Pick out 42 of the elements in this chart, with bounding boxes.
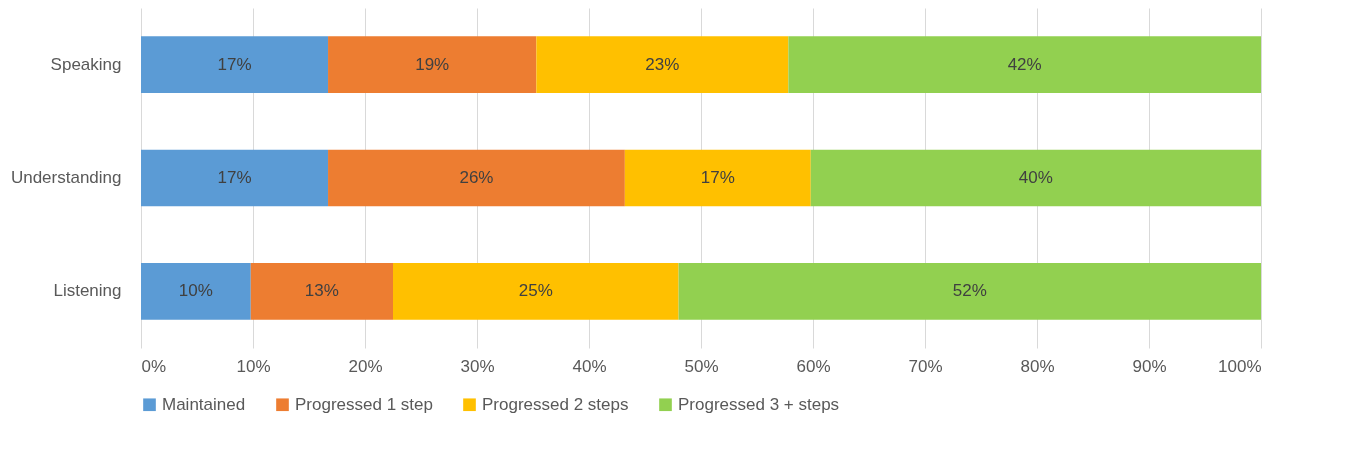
bar (141, 263, 251, 320)
data-label: 17% (217, 168, 252, 187)
bar (810, 149, 1261, 207)
data-label: 17% (217, 54, 252, 74)
data-label: 13% (304, 281, 339, 301)
x-tick-label: 70% (908, 356, 943, 376)
x-tick-label: 20% (348, 356, 383, 376)
y-tick-label: Speaking (50, 54, 122, 74)
bar (328, 149, 625, 207)
bar (624, 149, 811, 207)
bar (141, 36, 329, 93)
bar (393, 263, 679, 320)
x-tick-label: 10% (236, 356, 271, 376)
x-tick-label: 30% (460, 356, 495, 376)
data-label: 25% (518, 281, 553, 301)
data-label: 17% (700, 168, 735, 187)
bar (536, 36, 789, 93)
data-label: 23% (645, 54, 680, 74)
data-label: 40% (1018, 168, 1053, 187)
x-tick-label: 0% (141, 356, 167, 376)
legend-label: Progressed 3 + steps (678, 394, 840, 414)
x-tick-label: 60% (796, 356, 831, 376)
data-label: 42% (1007, 54, 1042, 74)
x-tick-label: 40% (572, 356, 607, 376)
bar (250, 263, 393, 320)
x-tick-label: 90% (1132, 356, 1167, 376)
y-tick-label: Understanding (10, 168, 122, 187)
x-tick-label: 80% (1020, 356, 1055, 376)
data-label: 10% (178, 281, 213, 301)
data-label: 52% (952, 281, 987, 301)
bar (328, 36, 537, 93)
legend-label: Maintained (162, 394, 246, 414)
bar (141, 149, 329, 207)
data-label: 26% (459, 168, 494, 187)
bar (678, 263, 1261, 320)
data-label: 19% (415, 54, 450, 74)
legend-label: Progressed 1 step (295, 394, 433, 414)
bar (788, 36, 1261, 93)
y-tick-label: Listening (53, 281, 122, 301)
legend-label: Progressed 2 steps (482, 394, 629, 414)
x-tick-label: 50% (684, 356, 719, 376)
x-tick-label: 100% (1218, 356, 1262, 376)
